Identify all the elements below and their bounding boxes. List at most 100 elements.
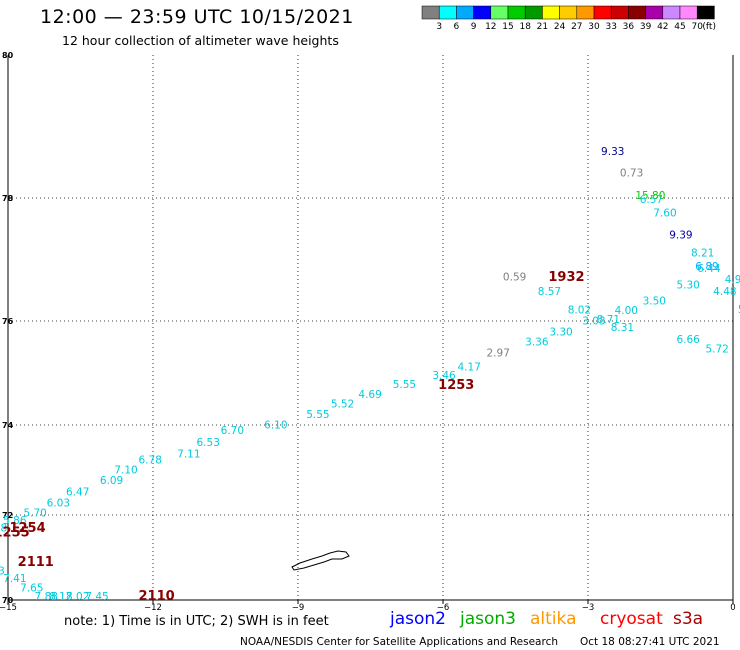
lat-tick-label: 80 bbox=[2, 51, 14, 60]
wave-height-value: 8.17 bbox=[49, 591, 72, 603]
footer-note: note: 1) Time is in UTC; 2) SWH is in fe… bbox=[64, 614, 329, 629]
wave-height-value: 6.10 bbox=[264, 420, 287, 432]
legend-label: 3 bbox=[436, 22, 442, 32]
lat-tick-label: 70 bbox=[2, 596, 14, 605]
legend-swatch bbox=[696, 5, 715, 20]
legend-label: 24 bbox=[554, 22, 566, 32]
lat-tick-label: 76 bbox=[2, 317, 14, 326]
legend-label: 9 bbox=[471, 22, 477, 32]
wave-height-value: 6.66 bbox=[676, 334, 700, 346]
legend-label: 15 bbox=[502, 22, 513, 32]
time-label: 1932 bbox=[548, 270, 584, 285]
satellite-label-altika: altika bbox=[530, 609, 577, 629]
wave-height-value: 4.00 bbox=[615, 305, 638, 317]
lon-tick-label: 0 bbox=[730, 603, 735, 613]
wave-height-value: 8.57 bbox=[538, 286, 561, 298]
wave-height-value: 4.17 bbox=[458, 361, 481, 373]
legend-label: 21 bbox=[537, 22, 548, 32]
jan-mayen-island bbox=[291, 550, 350, 571]
wave-height-value: 6.09 bbox=[100, 475, 123, 487]
wave-height-value: 8.02 bbox=[66, 591, 89, 603]
legend-swatch bbox=[456, 5, 474, 20]
legend-swatch bbox=[473, 5, 492, 20]
footer-credit: NOAA/NESDIS Center for Satellite Applica… bbox=[240, 636, 558, 648]
time-label: 1253 bbox=[438, 378, 474, 393]
satellite-label-jason2: jason2 bbox=[389, 609, 446, 629]
time-label: 1254 bbox=[9, 521, 45, 536]
satellite-label-jason3: jason3 bbox=[459, 609, 516, 629]
legend-swatch bbox=[662, 5, 681, 20]
wave-height-value: 0.73 bbox=[620, 168, 643, 180]
legend-label: 33 bbox=[605, 22, 616, 32]
coastline bbox=[291, 550, 350, 571]
wave-height-value: 7.65 bbox=[20, 583, 43, 595]
legend-swatch bbox=[645, 5, 664, 20]
wave-height-value: 8.31 bbox=[611, 322, 634, 334]
lat-tick-label: 78 bbox=[2, 194, 14, 203]
wave-height-value: 4.91 bbox=[725, 274, 740, 286]
footer: note: 1) Time is in UTC; 2) SWH is in fe… bbox=[64, 609, 720, 648]
legend-swatch bbox=[593, 5, 612, 20]
legend-label: 30 bbox=[588, 22, 600, 32]
legend-label: 36 bbox=[623, 22, 635, 32]
wave-height-value: 8.71 bbox=[597, 314, 620, 326]
legend-swatch bbox=[628, 5, 646, 20]
legend-swatch bbox=[421, 5, 440, 20]
wave-height-value: 6.47 bbox=[66, 487, 89, 499]
lat-tick-label: 74 bbox=[2, 421, 14, 430]
legend-unit: (ft) bbox=[702, 22, 716, 32]
map-grid bbox=[8, 55, 733, 600]
wave-height-value: 6.78 bbox=[139, 454, 162, 466]
wave-height-value: 4.48 bbox=[713, 286, 736, 298]
wave-height-value: 4.69 bbox=[358, 389, 381, 401]
wave-height-value: 7.41 bbox=[3, 573, 26, 585]
wave-height-value: 5.72 bbox=[705, 344, 728, 356]
time-label: 2110 bbox=[139, 589, 175, 604]
wave-height-value: 5.86 bbox=[3, 515, 27, 527]
map-frame bbox=[7, 55, 734, 601]
wave-height-value: 3.03 bbox=[582, 316, 605, 328]
lat-tick-label: 72 bbox=[2, 511, 13, 520]
wave-height-value: 7.10 bbox=[114, 465, 137, 477]
wave-height-value: 6.53 bbox=[197, 437, 220, 449]
lon-tick-label: −15 bbox=[0, 603, 17, 613]
lon-tick-label: −3 bbox=[582, 603, 595, 613]
wave-height-value: 3.30 bbox=[549, 327, 572, 339]
wave-height-value: 15.80 bbox=[635, 190, 665, 202]
map-title: 12:00 — 23:59 UTC 10/15/2021 bbox=[40, 6, 354, 28]
wave-height-value: 8.21 bbox=[691, 247, 714, 259]
legend-swatch bbox=[559, 5, 578, 20]
legend-label: 18 bbox=[519, 22, 531, 32]
wave-height-value: 8.02 bbox=[568, 305, 591, 317]
legend-label: 12 bbox=[485, 22, 496, 32]
wave-height-value: 5.55 bbox=[306, 409, 329, 421]
wave-height-value: 3.50 bbox=[643, 295, 666, 307]
legend-label: 6 bbox=[454, 22, 460, 32]
time-label: 1255 bbox=[0, 525, 30, 540]
legend-label: 45 bbox=[674, 22, 685, 32]
footer-timestamp: Oct 18 08:27:41 UTC 2021 bbox=[580, 636, 720, 648]
wave-height-value: 6.70 bbox=[221, 425, 244, 437]
legend-label: 27 bbox=[571, 22, 582, 32]
wave-height-value: 7.60 bbox=[653, 207, 676, 219]
wave-height-value: 9.33 bbox=[601, 146, 624, 158]
legend-swatch bbox=[438, 5, 457, 20]
map-subtitle: 12 hour collection of altimeter wave hei… bbox=[62, 33, 339, 48]
wave-height-value: 3.46 bbox=[432, 370, 456, 382]
legend-swatch bbox=[524, 5, 543, 20]
lon-tick-label: −9 bbox=[292, 603, 305, 613]
legend-label: 70 bbox=[691, 22, 703, 32]
color-legend: 3 6 9 12 15 18 21 24 27 30 33 36 39 42 45 70 (ft) bbox=[421, 5, 716, 32]
wave-height-value: 6.28 bbox=[0, 523, 7, 535]
satellite-label-cryosat: cryosat bbox=[600, 609, 663, 629]
wave-height-value: 6.89 bbox=[695, 261, 718, 273]
wave-height-value: 2.97 bbox=[487, 347, 510, 359]
wave-height-value: 5.30 bbox=[676, 279, 699, 291]
legend-label: 39 bbox=[640, 22, 652, 32]
lon-tick-label: −6 bbox=[437, 603, 450, 613]
legend-swatch bbox=[542, 5, 560, 20]
legend-swatch bbox=[679, 5, 698, 20]
wave-height-value: 7.88 bbox=[35, 591, 58, 603]
wave-height-value: 5.52 bbox=[331, 398, 354, 410]
